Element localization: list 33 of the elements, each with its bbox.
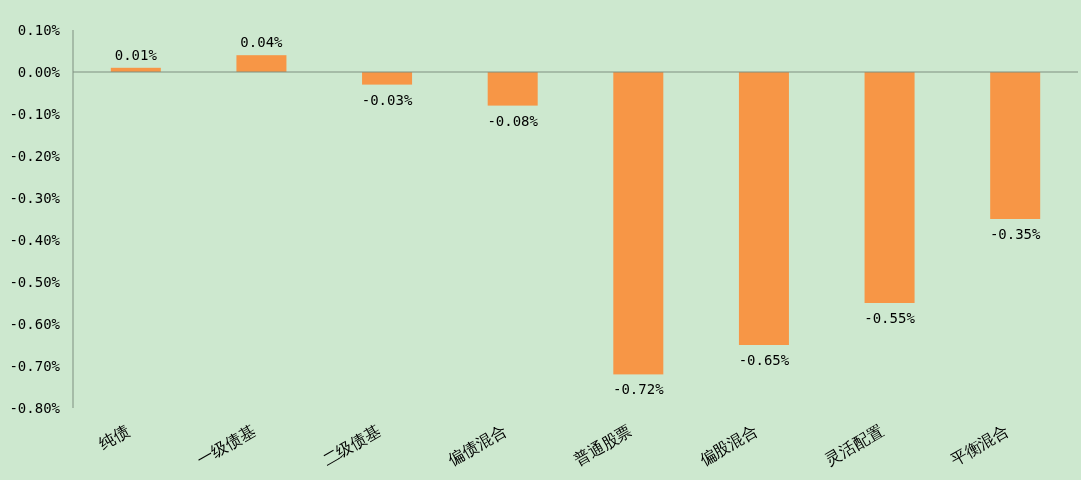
data-label: -0.65% (738, 352, 790, 368)
data-label: -0.03% (361, 91, 413, 108)
y-tick-label: -0.60% (9, 316, 61, 332)
bar (236, 55, 287, 72)
y-tick-label: -0.30% (9, 190, 61, 206)
y-tick-label: -0.20% (9, 148, 61, 164)
bar (362, 72, 413, 85)
data-label: -0.55% (864, 310, 916, 326)
y-tick-label: -0.10% (9, 106, 61, 122)
y-tick-label: -0.70% (9, 358, 61, 374)
data-label: 0.01% (114, 46, 158, 63)
y-tick-label: -0.50% (9, 274, 61, 290)
bar (864, 72, 915, 303)
bar (990, 72, 1041, 219)
data-label: -0.08% (487, 112, 539, 129)
data-label: -0.72% (613, 381, 665, 398)
y-tick-label: -0.40% (9, 232, 61, 248)
x-tick-label: 偏股混合 (696, 421, 761, 470)
x-tick-label: 纯债 (95, 421, 133, 454)
x-tick-label: 偏债混合 (444, 421, 510, 470)
data-label: -0.35% (989, 226, 1042, 242)
data-label: 0.04% (240, 34, 284, 51)
x-tick-label: 灵活配置 (821, 421, 887, 470)
bar (487, 72, 538, 106)
x-tick-label: 二级债基 (319, 421, 385, 470)
y-tick-label: 0.10% (17, 22, 61, 38)
bar (738, 72, 789, 345)
y-tick-label: -0.80% (9, 400, 61, 416)
bar (613, 72, 664, 375)
x-tick-label: 平衡混合 (947, 421, 1013, 470)
x-tick-label: 一级债基 (193, 421, 259, 470)
y-tick-label: 0.00% (17, 64, 61, 80)
x-tick-label: 普通股票 (570, 421, 636, 470)
